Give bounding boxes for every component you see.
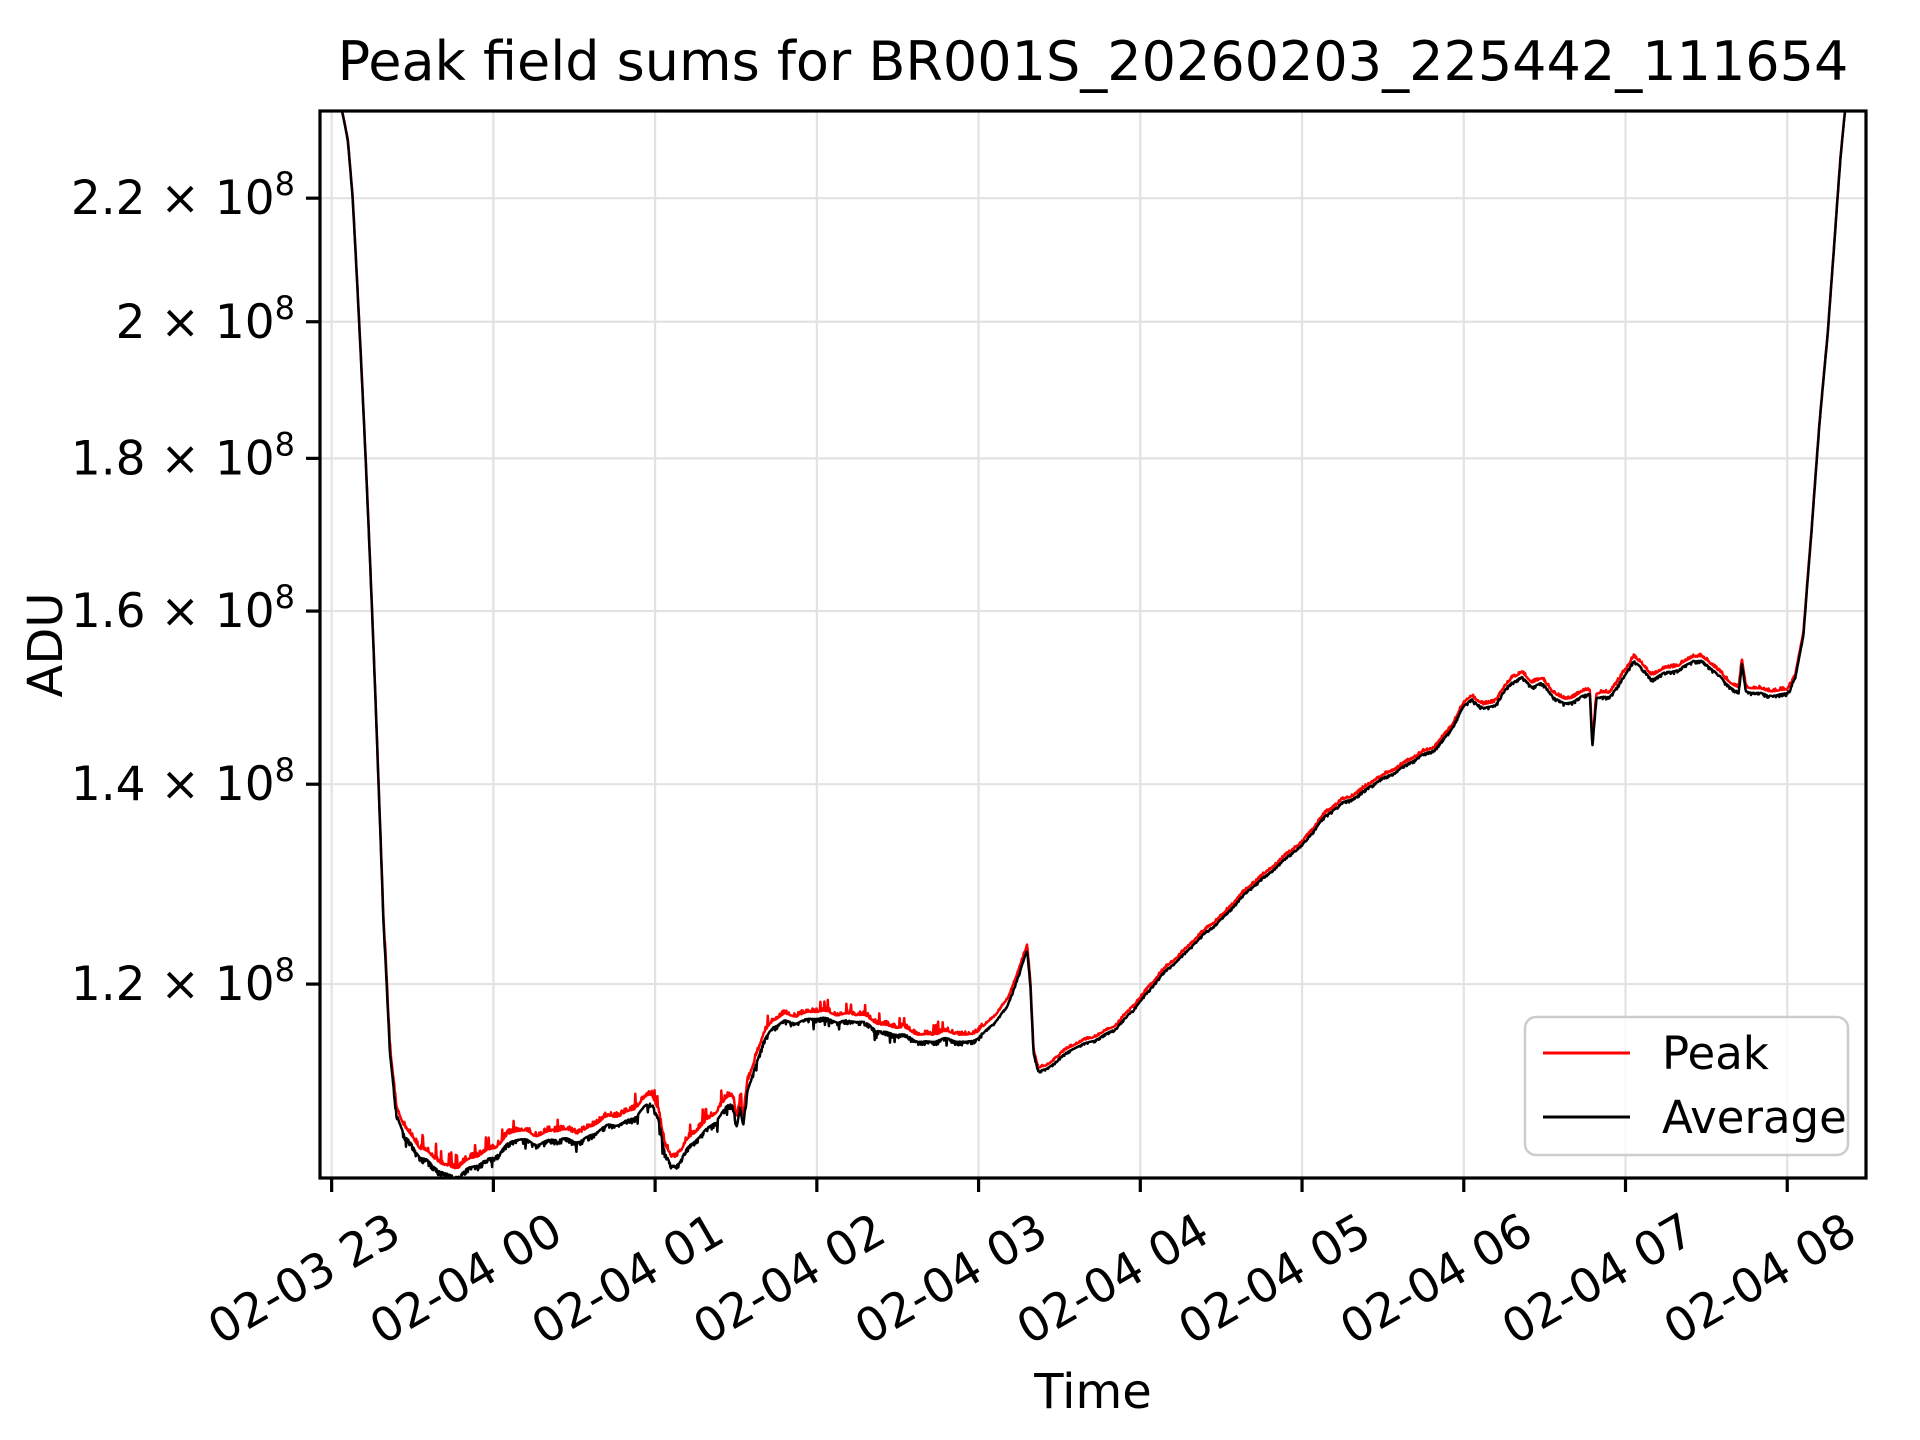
legend: Peak Average	[1523, 1015, 1850, 1157]
legend-label-average: Average	[1662, 1091, 1847, 1144]
gridlines	[320, 111, 1866, 1178]
chart-title: Peak field sums for BR001S_20260203_2254…	[338, 30, 1849, 93]
tick-labels: 2.2 × 108 2 × 108 1.8 × 108 1.6 × 108 1.4 × …	[71, 165, 1865, 1356]
y-tick-label: 2.2 × 108	[71, 165, 295, 226]
y-tick-label: 1.2 × 108	[71, 951, 295, 1012]
plot-border	[318, 109, 1868, 1180]
axes-frame	[306, 109, 1868, 1192]
y-tick-label: 1.4 × 108	[71, 751, 295, 812]
series-line-peak	[340, 111, 1847, 1170]
x-axis-label: Time	[1033, 1364, 1151, 1420]
y-tick-label: 1.8 × 108	[71, 425, 295, 486]
y-tick-label: 1.6 × 108	[71, 578, 295, 639]
y-axis-label: ADU	[18, 593, 74, 698]
legend-label-peak: Peak	[1662, 1027, 1769, 1080]
series-line-average	[340, 111, 1847, 1178]
y-tick-label: 2 × 108	[116, 289, 295, 350]
data-series	[340, 111, 1847, 1178]
